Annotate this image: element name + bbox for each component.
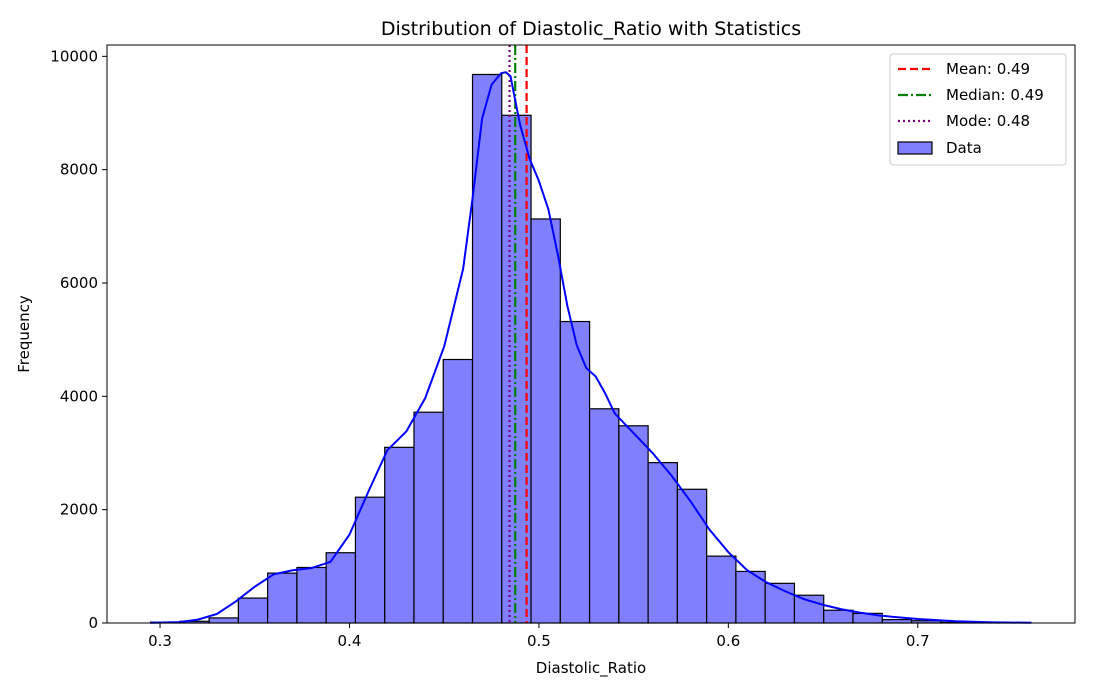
histogram-bar [735, 570, 766, 624]
histogram-bar [793, 594, 825, 624]
y-tick-label: 10000 [50, 47, 98, 65]
y-axis-label: Frequency [15, 295, 33, 373]
histogram-bar [384, 446, 415, 624]
histogram-bar [267, 572, 298, 624]
legend-box [889, 53, 1067, 166]
histogram-bar [764, 582, 796, 624]
histogram-bar [413, 411, 444, 624]
y-tick-label: 0 [88, 614, 98, 632]
legend-swatch [897, 141, 933, 155]
legend-label: Mean: 0.49 [946, 60, 1030, 78]
x-axis-ticks: 0.3 0.4 0.5 0.6 0.7 [148, 623, 930, 650]
y-tick-label: 8000 [60, 161, 98, 179]
x-tick-label: 0.6 [716, 632, 740, 650]
x-tick-label: 0.7 [906, 632, 930, 650]
chart-title: Distribution of Diastolic_Ratio with Sta… [381, 18, 801, 40]
legend-label: Data [946, 139, 982, 157]
histogram-bars [149, 73, 1030, 624]
histogram-bar [354, 496, 386, 624]
statistic-lines [508, 45, 528, 623]
histogram-bar [676, 488, 708, 624]
histogram-bar [208, 617, 239, 624]
x-axis-label: Diastolic_Ratio [536, 659, 646, 678]
legend: Mean: 0.49 Median: 0.49 Mode: 0.48 Data [889, 53, 1067, 166]
y-tick-label: 4000 [60, 387, 98, 405]
plot-frame [106, 44, 1076, 624]
histogram-bar [237, 597, 269, 624]
legend-label: Median: 0.49 [946, 86, 1044, 104]
histogram-bar [325, 552, 357, 624]
y-tick-label: 2000 [60, 501, 98, 519]
histogram-bar [618, 425, 649, 624]
histogram-bar [530, 218, 561, 624]
x-tick-label: 0.5 [527, 632, 551, 650]
x-tick-label: 0.3 [148, 632, 172, 650]
histogram-bar [823, 609, 854, 624]
y-tick-label: 6000 [60, 274, 98, 292]
histogram-bar [296, 566, 327, 624]
histogram-bar [647, 462, 678, 624]
histogram-bar [442, 358, 474, 624]
kde-curve [150, 71, 1032, 624]
histogram-bar [881, 618, 913, 624]
y-axis-ticks: 0 2000 4000 6000 8000 10000 [50, 47, 107, 632]
legend-label: Mode: 0.48 [946, 112, 1030, 130]
histogram-bar [706, 555, 737, 624]
histogram-bar [588, 408, 620, 624]
x-tick-label: 0.4 [338, 632, 362, 650]
